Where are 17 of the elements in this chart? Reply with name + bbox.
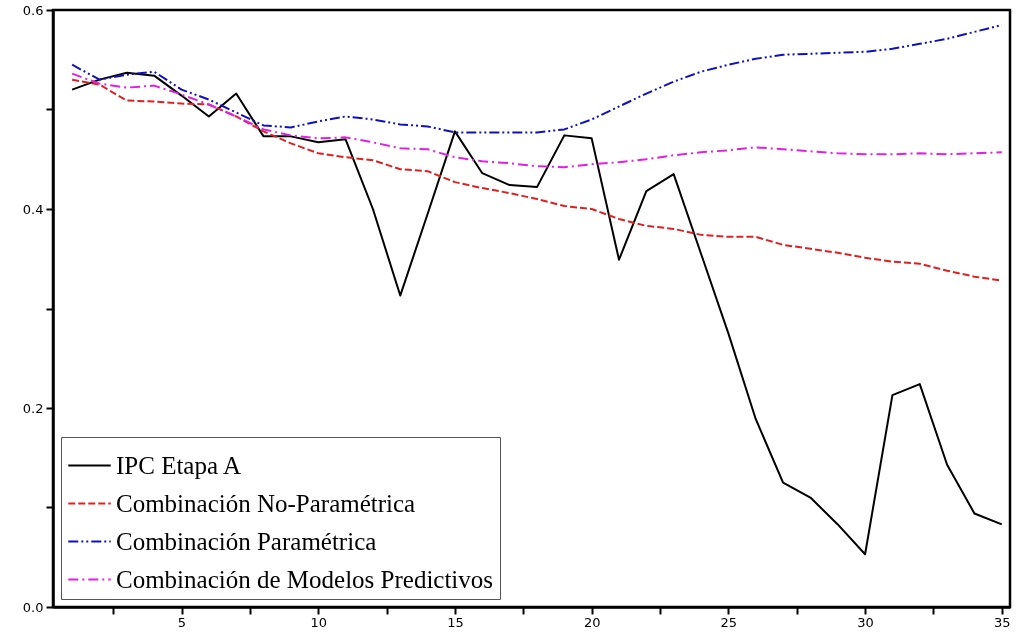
y-tick-label: 0.6	[22, 2, 44, 18]
legend-label: IPC Etapa A	[116, 451, 241, 479]
x-tick-label: 20	[583, 614, 601, 630]
legend-label: Combinación No-Paramétrica	[116, 489, 416, 517]
line-series	[71, 72, 1003, 169]
y-tick-label: 0.4	[22, 201, 44, 217]
y-tick-label: 0.2	[22, 400, 44, 416]
x-tick-label: 35	[994, 614, 1011, 630]
legend-label: Combinación de Modelos Predictivos	[116, 565, 494, 593]
x-tick-label: 30	[857, 614, 874, 630]
y-tick-label: 0.0	[22, 599, 44, 615]
x-tick-label: 10	[310, 614, 327, 630]
x-tick-label: 25	[720, 614, 738, 630]
legend-label: Combinación Paramétrica	[116, 527, 377, 555]
x-tick-label: 5	[177, 614, 187, 630]
line-series	[71, 71, 1003, 556]
x-tick-label: 15	[447, 614, 464, 630]
